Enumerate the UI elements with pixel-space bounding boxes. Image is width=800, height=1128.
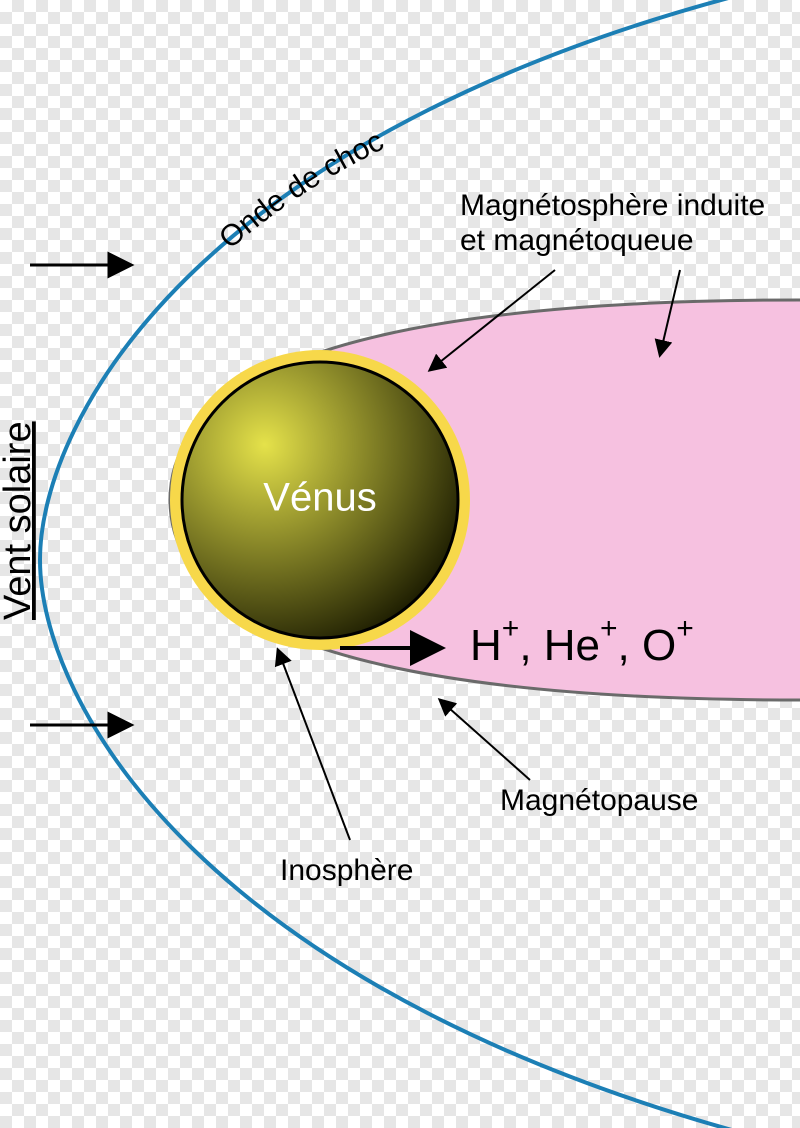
diagram-canvas: Vent solaire Onde de choc Magnétosphère … [0,0,800,1128]
magnetopause-pointer [440,700,530,780]
venus-label: Vénus [263,476,376,520]
ionosphere-label: Inosphère [280,854,413,887]
bow-shock-label: Onde de choc [213,124,389,255]
diagram-svg: Vent solaire Onde de choc Magnétosphère … [0,0,800,1128]
ionosphere-pointer [278,650,350,840]
magnetosphere-label-1: Magnétosphère induite [460,189,765,222]
solar-wind-label: Vent solaire [0,421,39,620]
magnetosphere-label-2: et magnétoqueue [460,224,694,257]
magnetopause-label: Magnétopause [500,784,699,817]
